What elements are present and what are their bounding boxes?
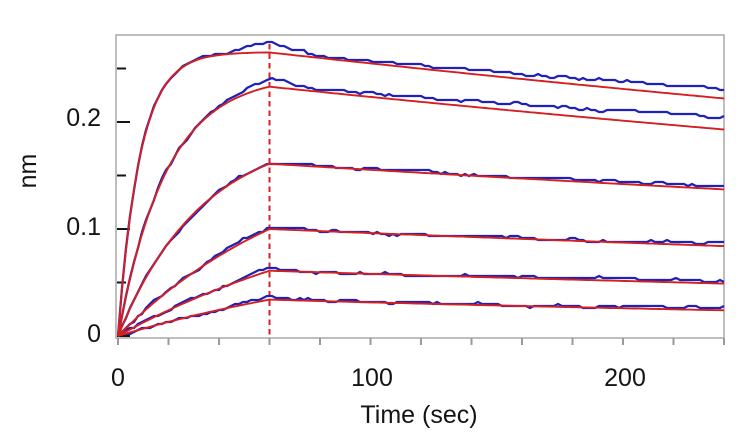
x-axis-title: Time (sec)	[360, 401, 477, 429]
y-tick-label-0-1: 0.1	[66, 213, 101, 241]
data-trace-6	[117, 294, 725, 338]
y-tick-label-0-2: 0.2	[66, 104, 101, 132]
fit-line-5	[117, 269, 725, 337]
fit-line-4	[117, 228, 725, 337]
fit-line-1	[117, 51, 725, 337]
y-tick-label-0: 0	[87, 320, 101, 348]
fit-line-3	[117, 162, 725, 337]
fit-line-6	[117, 298, 725, 337]
y-axis-title: nm	[14, 154, 42, 189]
fit-lines-layer	[117, 51, 725, 337]
x-axis-ticks	[117, 338, 725, 345]
data-trace-1	[116, 40, 724, 337]
x-tick-label-100: 100	[351, 364, 393, 392]
data-trace-3	[116, 162, 724, 337]
y-axis-ticks	[117, 67, 130, 337]
x-tick-label-200: 200	[604, 364, 646, 392]
x-tick-label-0: 0	[111, 364, 125, 392]
fit-line-2	[117, 85, 725, 337]
data-trace-2	[116, 76, 725, 337]
